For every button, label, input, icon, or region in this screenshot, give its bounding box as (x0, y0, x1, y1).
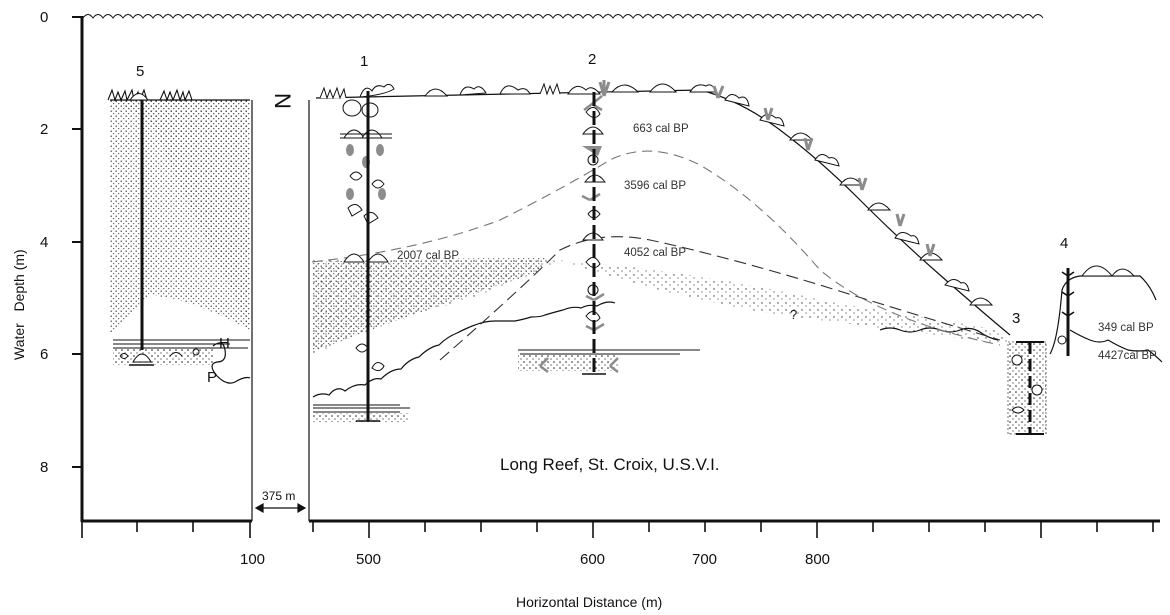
y-tick-label-6: 6 (40, 346, 48, 363)
x-tick-label-500: 500 (356, 551, 381, 568)
x-tick-label-800: 800 (805, 551, 830, 568)
horizon-h-label: H (219, 335, 230, 352)
y-axis-ticks (72, 16, 82, 468)
date-label-349: 349 cal BP (1098, 322, 1154, 334)
y-tick-label-2: 2 (40, 121, 48, 138)
gap-arrow (254, 502, 307, 514)
reef-crest-surface (315, 89, 1011, 336)
core-3-column (1007, 341, 1047, 435)
core-5-label: 5 (136, 63, 144, 80)
x-tick-label-600: 600 (580, 551, 605, 568)
core-3-label: 3 (1012, 310, 1020, 327)
sand-wedge-dense (312, 258, 545, 352)
y-tick-label-4: 4 (40, 234, 48, 251)
horizon-p-label: P (207, 369, 217, 386)
site-title: Long Reef, St. Croix, U.S.V.I. (500, 455, 720, 474)
core-2-label: 2 (588, 51, 596, 68)
date-label-4052: 4052 cal BP (624, 247, 686, 259)
core-4-column (1049, 265, 1157, 356)
y-tick-label-0: 0 (40, 9, 48, 26)
core-1-column (313, 91, 410, 422)
y-axis-title: Water Depth (m) (11, 249, 27, 360)
x-axis-ticks (81, 521, 1154, 538)
core-2-column (518, 92, 700, 375)
x-axis-title: Horizontal Distance (m) (516, 594, 662, 610)
date-label-663: 663 cal BP (633, 123, 689, 135)
crest-corals (319, 82, 994, 306)
bedrock-surface (312, 301, 616, 398)
core-5-section (107, 88, 250, 366)
gap-distance-label: 375 m (262, 489, 295, 503)
uncertainty-question-mark: ? (790, 307, 797, 322)
date-label-4427: 4427cal BP (1098, 350, 1157, 362)
core-4-label: 4 (1060, 235, 1068, 252)
crest-gray-branches (598, 80, 936, 257)
core-1-label: 1 (360, 53, 368, 70)
date-label-3596: 3596 cal BP (624, 180, 686, 192)
y-tick-label-8: 8 (40, 459, 48, 476)
x-tick-label-700: 700 (692, 551, 717, 568)
horizon-boundary-hp (211, 342, 251, 384)
growth-line-4052 (439, 236, 1001, 361)
north-label: N (270, 93, 295, 109)
x-tick-label-100: 100 (240, 551, 265, 568)
growth-line-663 (311, 150, 1001, 346)
date-label-2007: 2007 cal BP (397, 250, 459, 262)
water-surface-line (82, 14, 1044, 19)
